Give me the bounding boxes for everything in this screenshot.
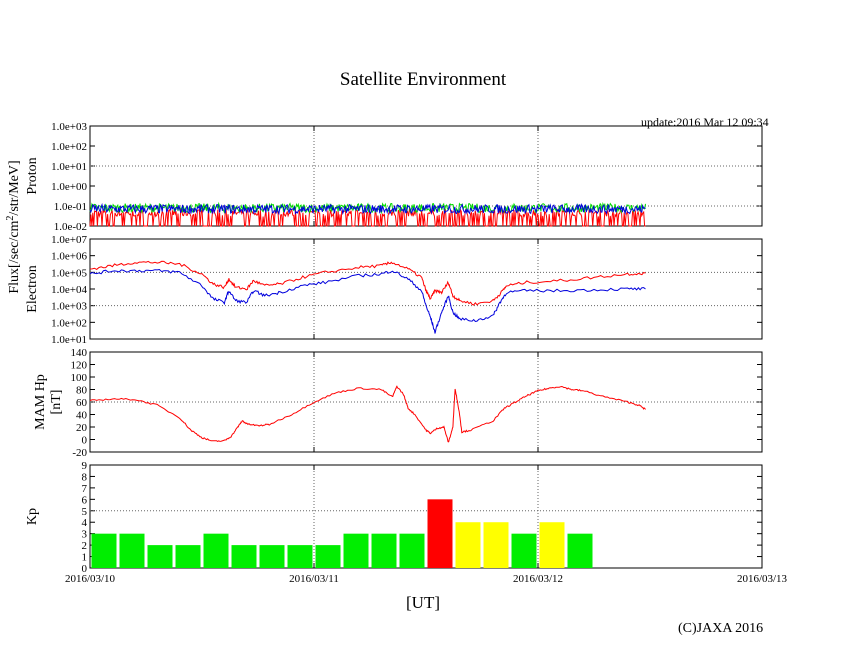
y-tick-label: 1.0e+02: [51, 317, 87, 329]
kp-bar: [119, 533, 145, 568]
y-tick-label: 20: [76, 422, 88, 434]
proton-series-line: [89, 202, 646, 216]
y-tick-label: 100: [71, 372, 88, 384]
y-tick-label: 1.0e+07: [51, 234, 87, 246]
y-tick-label: 2: [82, 540, 88, 552]
y-tick-label: 8: [82, 471, 88, 483]
y-tick-label: 1.0e-02: [54, 221, 87, 233]
x-tick-label: 2016/03/10: [65, 573, 116, 585]
panel-ylabel: Proton: [25, 157, 40, 194]
y-tick-label: 5: [82, 506, 88, 518]
mam-hp-series-line: [89, 385, 646, 443]
x-tick-label: 2016/03/11: [289, 573, 339, 585]
y-tick-label: -20: [72, 447, 87, 459]
kp-bar: [343, 533, 369, 568]
panel-frame: [89, 238, 763, 340]
y-tick-label: 7: [82, 483, 88, 495]
kp-bar: [511, 533, 537, 568]
kp-bar: [539, 522, 565, 568]
y-tick-label: 1.0e+03: [51, 121, 87, 133]
kp-bar: [371, 533, 397, 568]
y-tick-label: 6: [82, 494, 88, 506]
y-tick-label: 1.0e+04: [51, 284, 87, 296]
y-tick-label: 3: [82, 529, 88, 541]
panel-ylabel: Kp: [25, 508, 40, 525]
y-tick-label: 60: [76, 397, 88, 409]
kp-bar: [147, 545, 173, 568]
kp-bar: [315, 545, 341, 568]
kp-bar: [399, 533, 425, 568]
y-tick-label: 1.0e-01: [54, 201, 87, 213]
kp-bar: [175, 545, 201, 568]
y-tick-label: 1.0e+05: [51, 267, 87, 279]
kp-bar: [259, 545, 285, 568]
y-tick-label: 1.0e+02: [51, 141, 87, 153]
kp-bar: [287, 545, 313, 568]
x-tick-label: 2016/03/13: [737, 573, 788, 585]
y-tick-label: 0: [82, 563, 88, 575]
kp-bar: [567, 533, 593, 568]
y-tick-label: 1.0e+00: [51, 181, 87, 193]
kp-bar: [203, 533, 229, 568]
y-tick-label: 9: [82, 460, 88, 472]
y-tick-label: 140: [71, 347, 88, 359]
x-tick-label: 2016/03/12: [513, 573, 563, 585]
proton-series-line: [89, 207, 646, 227]
y-tick-label: 1.0e+03: [51, 301, 87, 313]
y-tick-label: 1: [82, 552, 88, 564]
shared-ylabel-superscript: 2: [5, 216, 16, 221]
kp-bar: [91, 533, 117, 568]
y-tick-label: 1.0e+01: [51, 334, 87, 346]
y-tick-label: 40: [76, 410, 88, 422]
copyright-notice: (C)JAXA 2016: [678, 621, 764, 636]
electron-series-line: [89, 268, 646, 334]
panel-ylabel: Electron: [25, 265, 40, 312]
chart-title: Satellite Environment: [339, 69, 507, 90]
shared-flux-ylabel: Flux[/sec/cm2/str/MeV]: [5, 160, 22, 293]
y-tick-label: 4: [82, 517, 88, 529]
kp-bar: [427, 499, 453, 568]
y-tick-label: 1.0e+06: [51, 251, 87, 263]
panel-ylabel-unit: [nT]: [49, 390, 64, 415]
y-tick-label: 120: [71, 360, 88, 372]
electron-series-line: [89, 260, 646, 306]
x-axis-unit-label: [UT]: [406, 593, 440, 612]
y-tick-label: 80: [76, 385, 88, 397]
kp-bar: [455, 522, 481, 568]
y-tick-label: 1.0e+01: [51, 161, 87, 173]
kp-bar: [231, 545, 257, 568]
y-tick-label: 0: [82, 435, 88, 447]
panel-frame: [89, 464, 763, 569]
kp-bar: [483, 522, 509, 568]
panel-ylabel: MAM Hp: [33, 374, 48, 430]
